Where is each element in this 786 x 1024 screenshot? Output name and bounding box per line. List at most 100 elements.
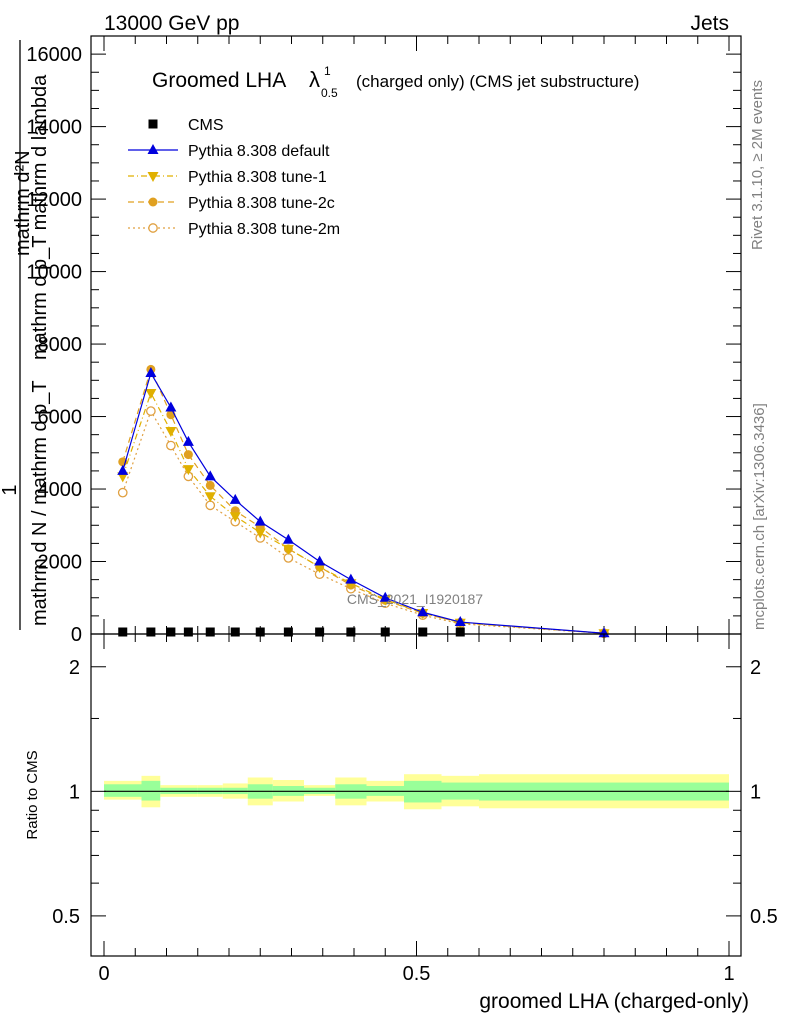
data-point [145, 388, 157, 399]
data-point [166, 627, 176, 637]
plot-title: Groomed LHA λ 1 0.5 (charged only) (CMS … [152, 64, 639, 100]
x-tick-label: 0 [98, 963, 109, 985]
ratio-y-label: Ratio to CMS [24, 750, 41, 839]
legend-label: Pythia 8.308 tune-2m [188, 221, 340, 238]
data-point [229, 493, 241, 504]
y-tick-label: 14000 [26, 117, 82, 139]
data-point [205, 480, 215, 490]
main-series [117, 364, 610, 640]
data-point [283, 627, 293, 637]
data-point [117, 464, 129, 475]
data-point [598, 627, 610, 638]
legend-marker [147, 172, 159, 182]
legend-marker [148, 223, 158, 233]
header-jets-label: Jets [690, 12, 729, 35]
x-tick-label: 0.5 [403, 963, 431, 985]
series-pythia-8-308-default [117, 367, 610, 638]
data-point [183, 627, 193, 637]
data-point [204, 470, 216, 481]
title-sub: 0.5 [321, 86, 338, 100]
ratio-ticks: 0.5 0.5 1 1 2 2 0 0.5 1 [52, 634, 778, 985]
legend-entry: CMS [148, 117, 224, 134]
data-point [182, 465, 194, 476]
data-point [145, 367, 157, 378]
ratio-y-tick-label-right: 2 [750, 657, 761, 679]
data-point [254, 528, 266, 539]
data-point [204, 492, 216, 503]
data-point [205, 627, 215, 637]
data-point [380, 627, 390, 637]
data-point [346, 627, 356, 637]
data-point [255, 627, 265, 637]
title-rest: (charged only) (CMS jet substructure) [356, 72, 639, 91]
y-tick-label: 10000 [26, 262, 82, 284]
legend: CMS Pythia 8.308 default Pythia 8.308 tune… [128, 117, 340, 238]
y-tick-label: 2000 [38, 552, 83, 574]
data-point [117, 487, 128, 498]
ratio-y-tick-label: 1 [69, 781, 80, 803]
data-point [379, 591, 391, 602]
y-tick-label: 4000 [38, 479, 83, 501]
data-point [282, 544, 294, 555]
series-cms [118, 627, 465, 637]
header-energy-label: 13000 GeV pp [104, 12, 239, 35]
x-tick-label: 1 [723, 963, 734, 985]
data-point [454, 616, 466, 627]
title-sup: 1 [324, 64, 331, 78]
y-tick-label: 12000 [26, 189, 82, 211]
legend-label: Pythia 8.308 tune-2c [188, 195, 335, 212]
series-line [122, 391, 605, 634]
legend-label: Pythia 8.308 default [188, 143, 330, 160]
ratio-stat-band [141, 780, 161, 801]
rivet-version-label: Rivet 3.1.10, ≥ 2M events [749, 80, 766, 250]
legend-entry: Pythia 8.308 default [128, 143, 330, 160]
main-y-label: mathrm d²N mathrm d p_T mathrm d lambda … [0, 40, 51, 630]
data-point [182, 435, 194, 446]
data-point [229, 512, 241, 523]
main-y-ticks: 0 2000 4000 6000 8000 10000 12000 14000 16000 [26, 36, 741, 646]
y-tick-label: 8000 [38, 334, 83, 356]
legend-entry: Pythia 8.308 tune-2m [128, 221, 340, 238]
data-point [230, 627, 240, 637]
y-label-overlay-numerator: 1 [0, 484, 21, 495]
legend-label: Pythia 8.308 tune-1 [188, 169, 327, 186]
y-tick-label: 0 [71, 624, 82, 646]
title-main: Groomed LHA [152, 69, 286, 92]
main-plot: 0 2000 4000 6000 8000 10000 12000 14000 16000 CM… [26, 35, 742, 646]
y-label-numerator: mathrm d²N [12, 150, 34, 256]
data-point [166, 440, 176, 451]
data-point [455, 627, 465, 637]
data-point [345, 573, 357, 584]
legend-marker [148, 119, 158, 129]
ratio-y-tick-label-right: 0.5 [750, 906, 778, 928]
data-point [183, 450, 193, 460]
y-tick-label: 6000 [38, 407, 83, 429]
legend-label: CMS [188, 117, 224, 134]
legend-entry: Pythia 8.308 tune-2c [128, 195, 335, 212]
data-point [165, 401, 177, 412]
ratio-y-tick-label: 0.5 [52, 906, 80, 928]
watermark-label: CMS_2021_I1920187 [347, 591, 483, 607]
series-line [122, 371, 605, 634]
data-point [283, 553, 294, 563]
data-point [315, 627, 325, 637]
data-point [118, 627, 128, 637]
x-axis-label: groomed LHA (charged-only) [479, 990, 749, 1013]
data-point [165, 427, 177, 438]
series-line [122, 409, 605, 634]
ratio-bands [104, 774, 729, 810]
y-tick-label: 16000 [26, 44, 82, 66]
data-point [146, 627, 156, 637]
ratio-stat-band [104, 784, 142, 797]
y-label-denominator: mathrm d p_T mathrm d lambda [29, 74, 51, 360]
data-point [417, 606, 429, 617]
data-point [205, 500, 216, 511]
ratio-y-tick-label: 2 [69, 657, 80, 679]
y-label-overlay-denominator: mathrm d N / mathrm d p_T [29, 380, 51, 626]
data-point [146, 406, 156, 416]
data-point [282, 533, 294, 544]
mcplots-label: mcplots.cern.ch [arXiv:1306.3436] [751, 403, 768, 630]
legend-entry: Pythia 8.308 tune-1 [128, 169, 327, 186]
legend-marker [148, 197, 158, 207]
